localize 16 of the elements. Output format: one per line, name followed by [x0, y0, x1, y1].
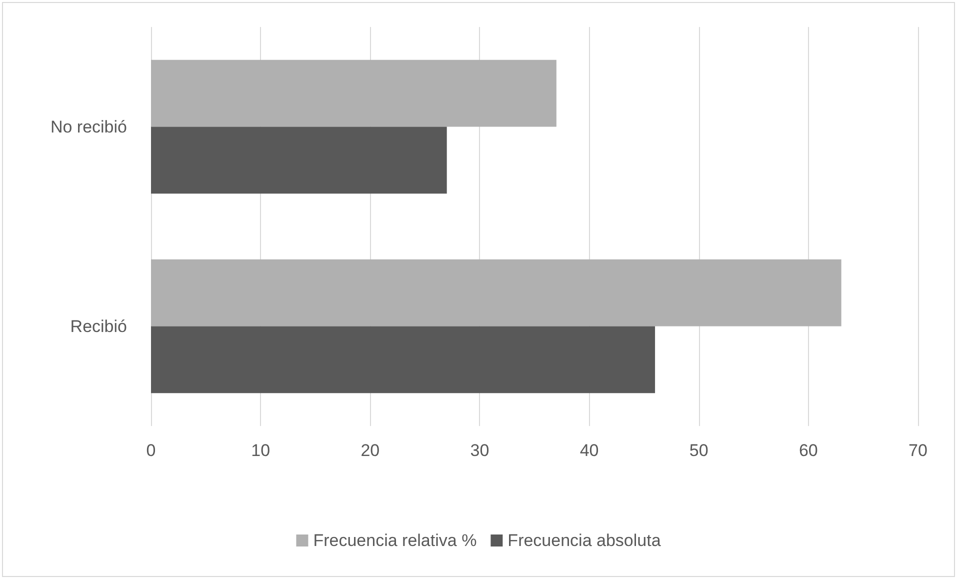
- bar: [151, 126, 447, 194]
- bar: [151, 326, 656, 394]
- y-tick-label: Recibió: [70, 316, 127, 336]
- x-tick-label: 20: [360, 441, 380, 460]
- x-tick-label: 40: [580, 441, 599, 460]
- x-tick-label: 70: [908, 441, 928, 460]
- x-tick-label: 10: [251, 441, 270, 460]
- y-tick-label: No recibió: [50, 117, 127, 136]
- bar: [151, 259, 842, 326]
- legend-label: Frecuencia relativa %: [313, 531, 477, 550]
- bar: [151, 60, 556, 127]
- legend-label: Frecuencia absoluta: [508, 531, 662, 550]
- x-tick-label: 0: [146, 441, 156, 460]
- x-tick-label: 50: [689, 441, 708, 460]
- x-tick-label: 60: [798, 441, 818, 460]
- x-tick-label: 30: [470, 441, 490, 460]
